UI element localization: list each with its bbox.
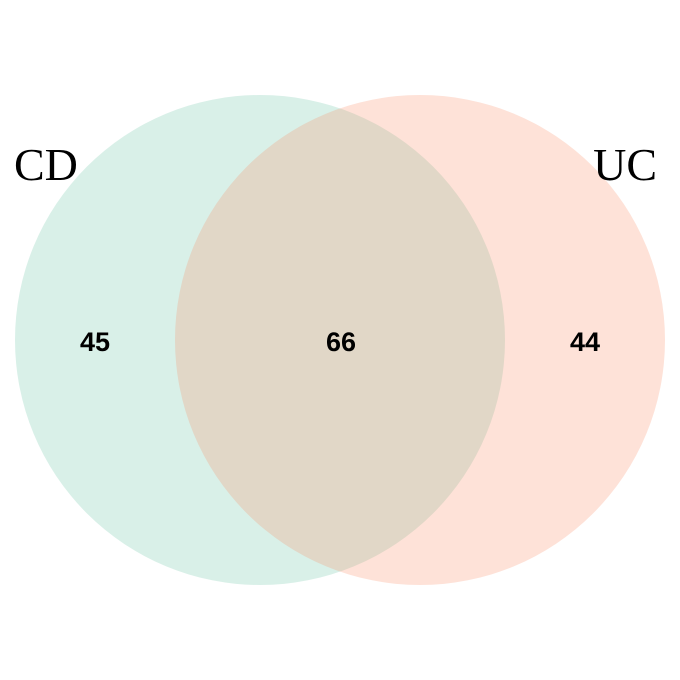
cd-set-label: CD	[14, 139, 78, 190]
cd-only-count: 45	[80, 327, 110, 357]
uc-set-label: UC	[593, 139, 657, 190]
intersection-count: 66	[326, 327, 356, 357]
uc-set-circle	[175, 95, 665, 585]
uc-only-count: 44	[570, 327, 600, 357]
cd-set-circle	[15, 95, 505, 585]
